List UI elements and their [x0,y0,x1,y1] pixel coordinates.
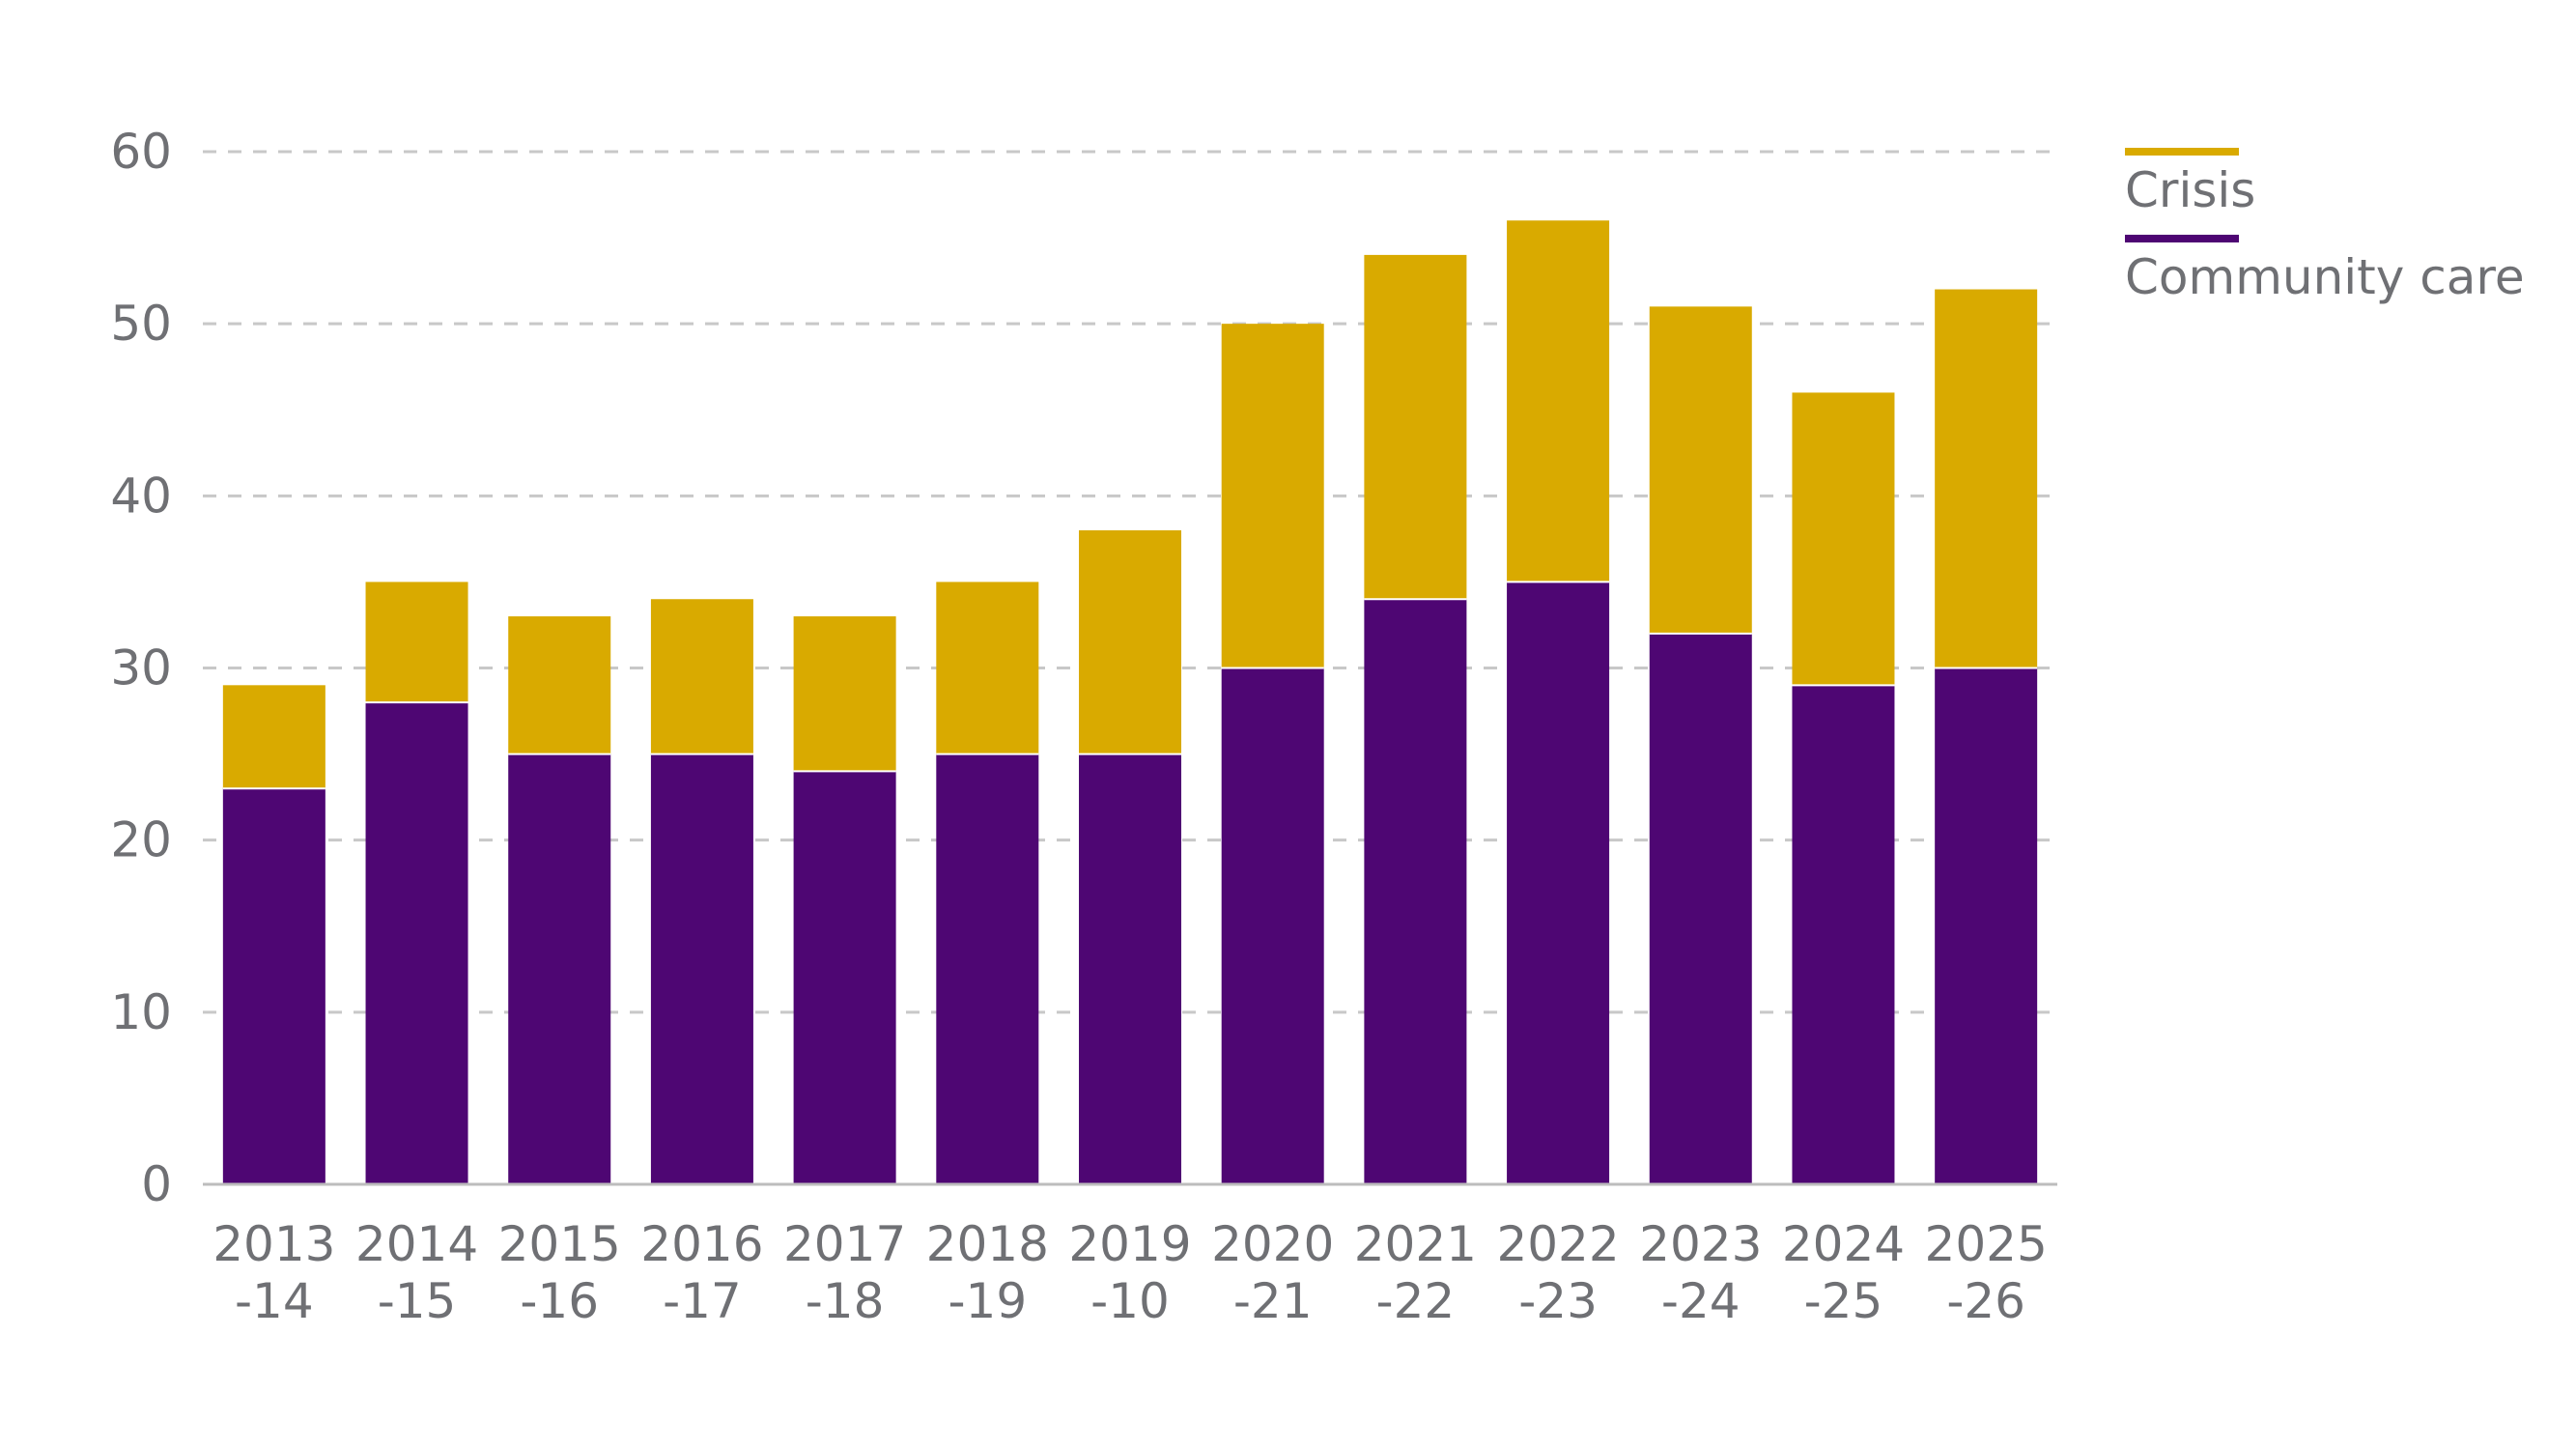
x-tick-label-year: 2021 [1354,1216,1477,1272]
x-tick-label-suffix: -15 [378,1273,457,1329]
legend: Crisis Community care [2125,148,2525,305]
x-tick-label-year: 2019 [1068,1216,1191,1272]
x-tick-label-year: 2024 [1782,1216,1905,1272]
bar-crisis-7 [1221,324,1324,668]
bars [222,220,2038,1184]
x-tick-label-suffix: -26 [1946,1273,2025,1329]
bar-community-care-9 [1507,582,1610,1184]
legend-swatch-crisis [2125,148,2239,156]
bar-community-care-11 [1792,685,1895,1184]
x-tick-label-year: 2023 [1639,1216,1762,1272]
x-tick-label-suffix: -14 [235,1273,314,1329]
y-tick-label: 50 [110,296,172,352]
bar-crisis-12 [1935,289,2038,668]
bar-community-care-1 [365,702,468,1184]
y-tick-label: 10 [110,984,172,1040]
y-tick-label: 60 [110,124,172,180]
bar-community-care-2 [508,753,611,1184]
x-tick-label-suffix: -21 [1233,1273,1313,1329]
x-tick-label-suffix: -19 [948,1273,1027,1329]
bar-crisis-5 [936,582,1039,754]
bar-community-care-6 [1079,753,1181,1184]
x-tick-label-year: 2018 [926,1216,1049,1272]
bar-community-care-8 [1364,599,1467,1184]
axes: 01020304050602013-142014-152015-162016-1… [110,124,2057,1329]
x-tick-label-suffix: -18 [806,1273,885,1329]
bar-crisis-1 [365,582,468,703]
x-tick-label-year: 2013 [212,1216,335,1272]
x-tick-label-suffix: -17 [663,1273,742,1329]
bar-community-care-7 [1221,668,1324,1184]
bar-crisis-0 [222,685,326,789]
x-tick-label-suffix: -16 [520,1273,599,1329]
x-tick-label-year: 2017 [783,1216,906,1272]
x-tick-label-suffix: -24 [1661,1273,1741,1329]
bar-community-care-12 [1935,668,2038,1184]
x-tick-label-year: 2016 [640,1216,763,1272]
x-tick-label-suffix: -22 [1376,1273,1456,1329]
y-tick-label: 20 [110,812,172,868]
bar-crisis-9 [1507,220,1610,582]
x-tick-label-year: 2020 [1211,1216,1334,1272]
x-tick-label-year: 2022 [1496,1216,1619,1272]
bar-community-care-5 [936,753,1039,1184]
bar-community-care-3 [650,753,753,1184]
legend-swatch-community-care [2125,235,2239,242]
bar-crisis-8 [1364,254,1467,600]
legend-label-crisis: Crisis [2125,162,2255,218]
x-tick-label-year: 2014 [355,1216,478,1272]
bar-crisis-6 [1079,529,1181,754]
bar-community-care-4 [793,771,896,1184]
bar-crisis-3 [650,599,753,754]
x-tick-label-suffix: -25 [1804,1273,1883,1329]
bar-crisis-11 [1792,392,1895,686]
x-tick-label-year: 2015 [498,1216,621,1272]
x-tick-label-suffix: -10 [1090,1273,1170,1329]
bar-community-care-0 [222,788,326,1184]
bar-community-care-10 [1649,633,1752,1184]
bar-crisis-10 [1649,306,1752,634]
y-tick-label: 40 [110,468,172,524]
bar-crisis-4 [793,616,896,772]
y-tick-label: 30 [110,640,172,696]
x-tick-label-suffix: -23 [1518,1273,1598,1329]
legend-label-community-care: Community care [2125,249,2525,305]
y-tick-label: 0 [141,1156,172,1212]
x-tick-label-year: 2025 [1925,1216,2048,1272]
bar-crisis-2 [508,616,611,754]
